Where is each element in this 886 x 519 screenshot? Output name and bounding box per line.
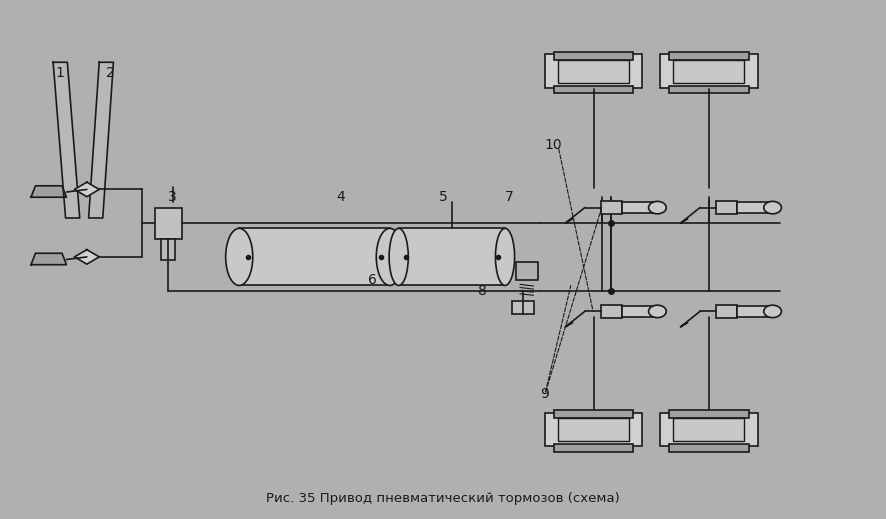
Bar <box>545 413 642 446</box>
Bar <box>601 305 622 318</box>
Text: 6: 6 <box>368 274 377 287</box>
Text: 5: 5 <box>439 190 447 204</box>
Text: 3: 3 <box>168 190 177 204</box>
Polygon shape <box>89 62 113 218</box>
Text: 10: 10 <box>545 139 563 152</box>
Bar <box>737 202 773 213</box>
Bar <box>516 262 538 280</box>
Bar <box>558 418 629 441</box>
Ellipse shape <box>377 228 403 285</box>
Bar <box>554 410 633 418</box>
Bar <box>554 444 633 452</box>
Text: Рис. 35 Привод пневматический тормозов (схема): Рис. 35 Привод пневматический тормозов (… <box>266 491 620 505</box>
Polygon shape <box>31 253 66 265</box>
Bar <box>622 202 657 213</box>
Bar <box>512 301 534 314</box>
Bar <box>669 410 749 418</box>
Text: 8: 8 <box>478 284 487 297</box>
Bar <box>239 228 390 285</box>
Ellipse shape <box>495 228 515 285</box>
Ellipse shape <box>389 228 408 285</box>
Ellipse shape <box>649 201 666 214</box>
Bar <box>669 86 749 93</box>
Bar <box>622 306 657 317</box>
Ellipse shape <box>649 305 666 318</box>
Bar <box>716 201 737 214</box>
Text: 1: 1 <box>56 66 65 79</box>
Bar <box>660 413 758 446</box>
Polygon shape <box>74 182 99 197</box>
Bar <box>673 418 744 441</box>
Bar <box>554 52 633 60</box>
Bar <box>554 86 633 93</box>
Bar <box>399 228 505 285</box>
Bar <box>660 54 758 88</box>
Ellipse shape <box>764 201 781 214</box>
Ellipse shape <box>764 305 781 318</box>
Bar <box>161 239 175 260</box>
Bar <box>669 52 749 60</box>
Bar <box>155 208 182 239</box>
Bar <box>558 60 629 83</box>
Polygon shape <box>31 186 66 197</box>
Text: 2: 2 <box>106 66 115 79</box>
Bar <box>737 306 773 317</box>
Text: 9: 9 <box>540 388 549 401</box>
Polygon shape <box>74 250 99 264</box>
Bar <box>545 54 642 88</box>
Text: 4: 4 <box>337 190 346 204</box>
Bar <box>669 444 749 452</box>
Bar <box>673 60 744 83</box>
Polygon shape <box>53 62 80 218</box>
Ellipse shape <box>226 228 253 285</box>
Bar <box>601 201 622 214</box>
Bar <box>716 305 737 318</box>
Text: 7: 7 <box>505 190 514 204</box>
